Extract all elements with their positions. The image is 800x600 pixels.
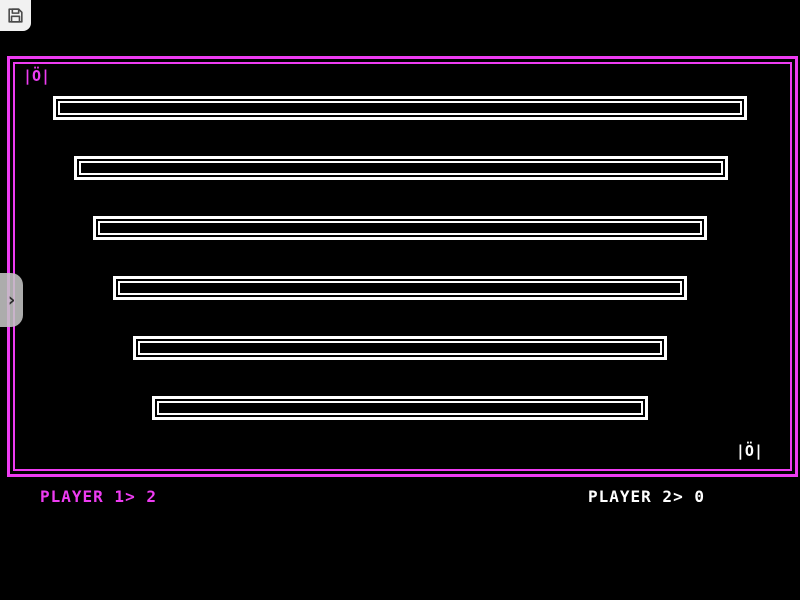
corner-marker-top-left: |Ö|	[23, 67, 51, 85]
stick-1[interactable]	[53, 96, 747, 120]
save-button[interactable]	[0, 0, 31, 31]
stick-2[interactable]	[74, 156, 728, 180]
stick-6[interactable]	[152, 396, 648, 420]
side-panel-toggle[interactable]: ›	[0, 273, 23, 327]
floppy-disk-icon	[6, 6, 25, 25]
game-field: |Ö| |Ö|	[7, 56, 798, 477]
stick-3[interactable]	[93, 216, 707, 240]
game-field-inner-border	[13, 62, 792, 471]
chevron-right-icon: ›	[5, 288, 18, 311]
player2-score: PLAYER 2> 0	[588, 487, 705, 506]
stick-4[interactable]	[113, 276, 687, 300]
corner-marker-bottom-right: |Ö|	[735, 442, 763, 460]
stick-5[interactable]	[133, 336, 667, 360]
player1-score: PLAYER 1> 2	[40, 487, 157, 506]
